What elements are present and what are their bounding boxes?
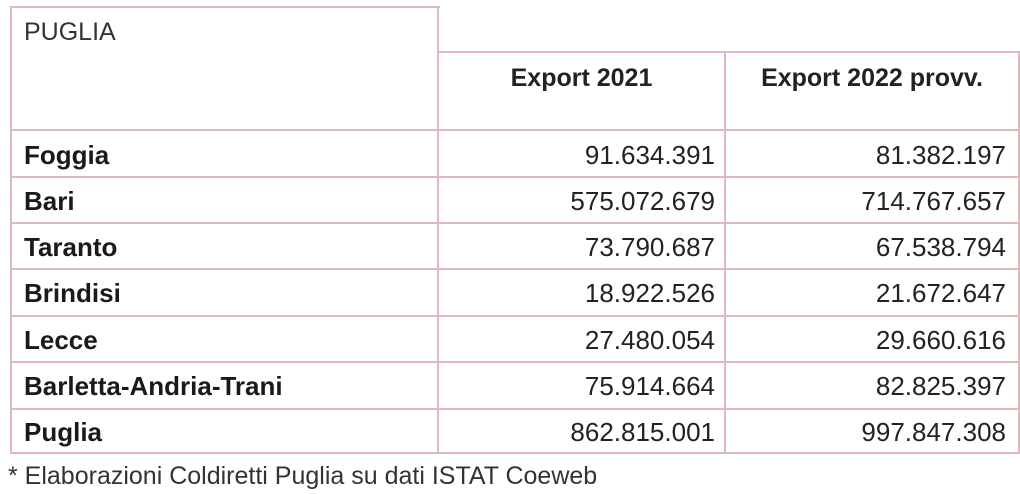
column-header-export-2022: Export 2022 provv.	[761, 64, 983, 92]
row-value-bat-2021: 75.914.664	[584, 371, 715, 401]
table-title: PUGLIA	[24, 18, 116, 46]
grid-line	[437, 51, 1020, 53]
row-value-lecce-2022: 29.660.616	[875, 325, 1006, 355]
grid-line	[10, 315, 1020, 317]
row-label-brindisi: Brindisi	[24, 278, 121, 308]
grid-line	[10, 6, 12, 454]
row-value-taranto-2022: 67.538.794	[875, 232, 1006, 262]
column-header-export-2021: Export 2021	[510, 64, 653, 92]
row-label-barletta-andria-trani: Barletta-Andria-Trani	[24, 371, 283, 401]
grid-line	[10, 268, 1020, 270]
grid-line	[10, 408, 1020, 410]
grid-line	[1018, 51, 1020, 454]
row-label-lecce: Lecce	[24, 325, 98, 355]
grid-line	[10, 361, 1020, 363]
grid-line	[437, 6, 439, 454]
row-value-foggia-2021: 91.634.391	[584, 140, 715, 170]
source-footnote: * Elaborazioni Coldiretti Puglia su dati…	[8, 462, 598, 490]
row-label-puglia-total: Puglia	[24, 417, 103, 447]
row-value-taranto-2021: 73.790.687	[584, 232, 715, 262]
grid-line	[724, 51, 726, 454]
row-value-lecce-2021: 27.480.054	[584, 325, 715, 355]
row-value-brindisi-2021: 18.922.526	[584, 278, 715, 308]
grid-line	[10, 176, 1020, 178]
row-value-bat-2022: 82.825.397	[875, 371, 1006, 401]
grid-line	[10, 452, 1020, 454]
row-value-bari-2022: 714.767.657	[861, 186, 1006, 216]
row-value-puglia-2022: 997.847.308	[861, 417, 1006, 447]
grid-line	[10, 129, 1020, 131]
row-value-puglia-2021: 862.815.001	[570, 417, 715, 447]
grid-line	[10, 222, 1020, 224]
grid-line	[10, 6, 440, 8]
row-label-foggia: Foggia	[24, 140, 110, 170]
row-value-foggia-2022: 81.382.197	[875, 140, 1006, 170]
row-label-taranto: Taranto	[24, 232, 118, 262]
row-value-bari-2021: 575.072.679	[570, 186, 715, 216]
row-value-brindisi-2022: 21.672.647	[875, 278, 1006, 308]
row-label-bari: Bari	[24, 186, 75, 216]
